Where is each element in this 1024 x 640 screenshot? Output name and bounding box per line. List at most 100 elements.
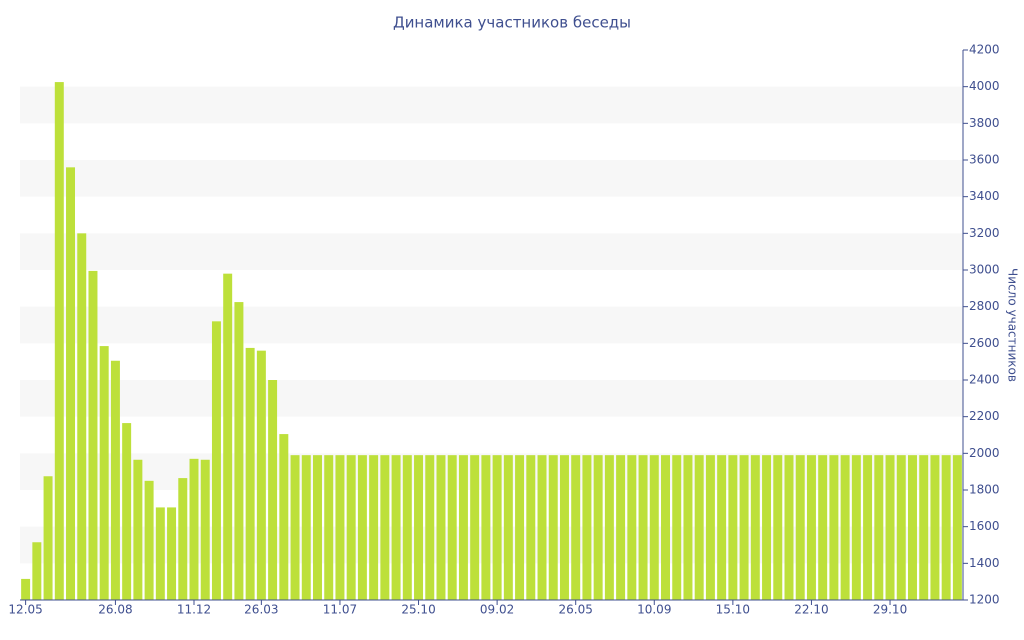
bar <box>571 455 581 600</box>
bar <box>840 455 850 600</box>
bar <box>66 167 76 601</box>
bar <box>268 380 278 600</box>
bar <box>750 455 760 600</box>
bar <box>885 455 895 600</box>
x-tick-label: 11.07 <box>323 603 357 617</box>
bar <box>661 455 670 600</box>
bar <box>930 455 940 600</box>
x-tick-label: 26.05 <box>559 603 593 617</box>
bar <box>952 455 962 600</box>
bar <box>616 455 626 600</box>
bar <box>863 455 873 600</box>
bar <box>223 273 233 600</box>
y-tick-label: 3800 <box>969 116 1000 130</box>
y-tick-label: 2800 <box>969 299 1000 313</box>
bar <box>851 455 861 600</box>
bar <box>425 455 435 600</box>
bar <box>279 434 289 600</box>
y-tick-label: 3200 <box>969 226 1000 240</box>
y-tick-label: 1600 <box>969 519 1000 533</box>
bar <box>301 455 311 600</box>
bar <box>627 455 637 600</box>
y-tick-label: 3400 <box>969 189 1000 203</box>
bar <box>526 455 536 600</box>
bar <box>167 507 177 600</box>
bar <box>346 455 356 600</box>
bar <box>649 455 659 600</box>
y-tick-label: 3600 <box>969 153 1000 167</box>
bar <box>907 455 917 600</box>
bar <box>414 455 424 600</box>
x-tick-label: 09.02 <box>480 603 514 617</box>
y-tick-label: 4000 <box>969 79 1000 93</box>
bar <box>290 455 300 600</box>
grid-band <box>20 160 963 197</box>
bar <box>189 458 199 600</box>
y-tick-label: 4200 <box>969 43 1000 57</box>
x-tick-label: 22.10 <box>794 603 828 617</box>
grid-band <box>20 233 963 270</box>
chart-title: Динамика участников беседы <box>393 14 631 32</box>
bar <box>155 507 165 600</box>
bar <box>256 350 266 600</box>
bar <box>503 455 513 600</box>
bar <box>54 82 64 601</box>
bar <box>896 455 906 600</box>
bar <box>43 476 53 600</box>
bar <box>762 455 772 600</box>
bar <box>369 455 379 600</box>
y-tick-label: 1400 <box>969 556 1000 570</box>
bar <box>773 455 783 600</box>
bar <box>694 455 704 600</box>
bar <box>728 455 738 600</box>
bar <box>447 455 457 600</box>
x-tick-label: 25.10 <box>401 603 435 617</box>
bar <box>234 302 244 600</box>
y-tick-label: 2400 <box>969 373 1000 387</box>
grid-band <box>20 380 963 417</box>
bar <box>211 321 221 600</box>
grid-band <box>20 86 963 124</box>
bar <box>481 455 491 600</box>
bar <box>200 459 210 600</box>
bar <box>77 233 87 601</box>
bar <box>133 459 143 600</box>
bar <box>21 578 31 600</box>
bar <box>515 455 525 600</box>
bar <box>88 270 98 600</box>
x-tick-label: 11.12 <box>177 603 211 617</box>
bar <box>919 455 929 600</box>
grid-band <box>20 526 963 564</box>
bar <box>492 455 502 600</box>
bar <box>32 542 42 600</box>
x-tick-label: 26.08 <box>98 603 132 617</box>
bar <box>313 455 322 600</box>
x-tick-label: 12.05 <box>8 603 42 617</box>
bar <box>324 455 334 600</box>
bar <box>806 455 816 600</box>
grid-band <box>20 453 963 490</box>
bar <box>335 455 345 600</box>
bar <box>795 455 805 600</box>
bar <box>604 455 614 600</box>
bar <box>178 478 188 600</box>
bar <box>705 455 715 600</box>
bar <box>593 455 603 600</box>
x-tick-label: 10.09 <box>637 603 671 617</box>
bar <box>874 455 884 600</box>
bar <box>638 455 648 600</box>
y-tick-label: 2200 <box>969 409 1000 423</box>
bar <box>818 455 828 600</box>
grid-band <box>20 306 963 344</box>
bar <box>245 347 255 600</box>
bar <box>582 455 592 600</box>
bar <box>458 455 468 600</box>
x-tick-label: 15.10 <box>716 603 750 617</box>
y-tick-label: 1800 <box>969 483 1000 497</box>
bar <box>144 480 154 600</box>
bar <box>380 455 390 600</box>
bar <box>470 455 480 600</box>
bar <box>559 455 569 600</box>
bar <box>99 346 109 600</box>
